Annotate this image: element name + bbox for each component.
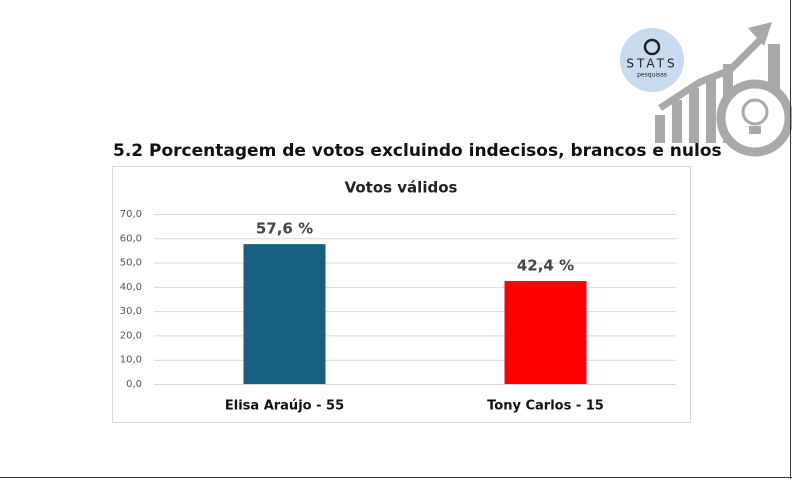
value-label: 42,4 %: [517, 257, 574, 275]
bar: [504, 281, 587, 384]
bar: [243, 244, 326, 384]
y-tick-label: 70,0: [120, 209, 142, 220]
y-tick-label: 10,0: [120, 355, 142, 366]
logo-name: STATS: [626, 57, 677, 71]
decor-graphic: [655, 22, 792, 157]
x-tick-label: Elisa Araújo - 55: [225, 399, 344, 414]
y-tick-label: 30,0: [120, 306, 142, 317]
y-tick-label: 0,0: [126, 379, 142, 390]
chart-frame: [112, 166, 691, 423]
chart-title: Votos válidos: [345, 179, 458, 197]
y-tick-label: 40,0: [120, 282, 142, 293]
value-label: 57,6 %: [256, 220, 313, 238]
y-tick-label: 60,0: [120, 233, 142, 244]
logo-badge: [620, 28, 684, 92]
logo-sub: pesquisas: [637, 72, 667, 79]
y-tick-label: 20,0: [120, 330, 142, 341]
x-tick-label: Tony Carlos - 15: [487, 399, 604, 414]
logo-icon: [643, 38, 661, 56]
y-tick-label: 50,0: [120, 258, 142, 269]
heading: 5.2 Porcentagem de votos excluindo indec…: [113, 141, 722, 161]
